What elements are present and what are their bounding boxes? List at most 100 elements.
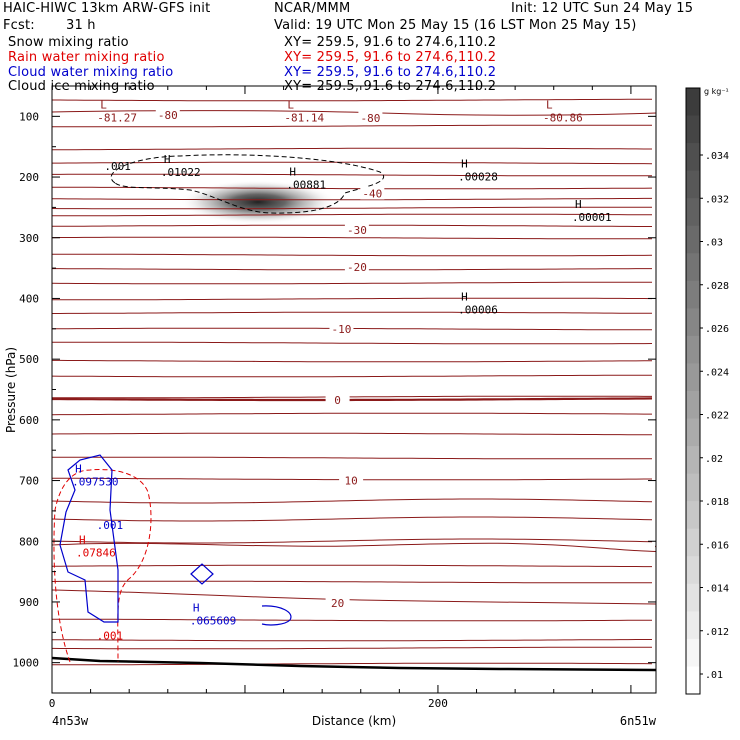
- y-tick-label: 100: [19, 110, 39, 123]
- colorbar-swatch: [686, 418, 700, 447]
- extremum-value: .00006: [458, 303, 498, 316]
- field-label-rain: Rain water mixing ratio: [8, 50, 165, 65]
- extremum-value: -80.86: [543, 112, 583, 125]
- colorbar-swatch: [686, 335, 700, 364]
- colorbar-tick-label: .024: [705, 367, 729, 378]
- colorbar-frame: [685, 87, 701, 695]
- temperature-contour-line: [52, 197, 652, 201]
- temperature-contour-line: [52, 395, 652, 399]
- colorbar-swatch: [686, 473, 700, 502]
- extremum-value: .00001: [572, 211, 612, 224]
- colorbar-tick-label: .028: [705, 281, 729, 292]
- colorbar-unit: g kg⁻¹: [704, 87, 729, 96]
- temperature-contour-line: [52, 281, 652, 285]
- colorbar-swatch: [686, 638, 700, 667]
- temperature-contour-line: [52, 639, 652, 642]
- header-fcst-label: Fcst:: [3, 18, 35, 33]
- terrain-line: [52, 656, 656, 672]
- x-endpoint-right: 6n51w: [620, 714, 657, 728]
- temperature-contour-line: [52, 542, 656, 552]
- colorbar-swatch: [686, 666, 700, 695]
- colorbar-swatch: [686, 170, 700, 199]
- x-tick-label: 0: [49, 697, 56, 710]
- temperature-contour-line: [52, 147, 652, 151]
- temperature-contour-label: -30: [347, 224, 367, 237]
- temperature-contour-line: [52, 516, 653, 522]
- extremum-marker: L: [100, 99, 107, 112]
- contour-value-label: .001: [104, 160, 131, 173]
- colorbar-tick-label: .022: [705, 411, 729, 422]
- colorbar-tick-label: .018: [705, 497, 729, 508]
- colorbar-tick-label: .032: [705, 194, 729, 205]
- extremum-marker: H: [164, 153, 171, 166]
- contour-label-bg: [155, 108, 180, 122]
- header-title: HAIC-HIWC 13km ARW-GFS init: [3, 1, 211, 16]
- contour-label-bg: [325, 392, 350, 406]
- colorbar-swatch: [686, 583, 700, 612]
- temperature-contour-line: [52, 618, 653, 622]
- temperature-contour-line: [52, 432, 652, 436]
- contour-label-bg: [360, 186, 385, 200]
- y-tick-label: 500: [19, 353, 39, 366]
- colorbar-swatch: [686, 115, 700, 144]
- extremum-marker: H: [461, 290, 468, 303]
- extremum-value: .07846: [76, 547, 116, 560]
- temperature-contour-line: [52, 124, 652, 128]
- contour-label-bg: [325, 596, 350, 610]
- temperature-contour-label: 20: [331, 597, 344, 610]
- temperature-contour-line: [52, 161, 653, 165]
- contour-value-label: .001: [97, 630, 124, 643]
- cloud-water-contour: [261, 605, 292, 626]
- colorbar-swatch: [686, 501, 700, 530]
- temperature-contour-line: [52, 412, 652, 416]
- extremum-marker: H: [461, 157, 468, 170]
- field-xy-cloud-water: XY= 259.5, 91.6 to 274.6,110.2: [284, 65, 497, 80]
- header-init: Init: 12 UTC Sun 24 May 15: [511, 1, 694, 16]
- snow-shading-blob: [180, 180, 336, 224]
- header-valid: Valid: 19 UTC Mon 25 May 15 (16 LST Mon …: [274, 18, 637, 33]
- colorbar-swatch: [686, 556, 700, 585]
- contour-label-bg: [344, 259, 369, 273]
- contour-label-bg: [339, 473, 364, 487]
- colorbar-swatch: [686, 253, 700, 282]
- rain-contour: [53, 469, 152, 663]
- extremum-value: .065609: [190, 615, 236, 628]
- extremum-marker: H: [75, 463, 82, 476]
- x-tick-label: 200: [428, 697, 448, 710]
- field-xy-snow: XY= 259.5, 91.6 to 274.6,110.2: [284, 35, 497, 50]
- colorbar-swatch: [686, 143, 700, 172]
- extremum-marker: L: [546, 99, 553, 112]
- temperature-contour-label: -10: [332, 323, 352, 336]
- field-label-snow: Snow mixing ratio: [8, 35, 129, 50]
- temperature-contour-label: 10: [344, 475, 357, 488]
- temperature-contour-label: -40: [362, 187, 382, 200]
- temperature-contour-line: [52, 297, 653, 301]
- colorbar-tick-label: .026: [705, 324, 729, 335]
- temperature-contour-line: [52, 646, 652, 650]
- colorbar-tick-label: .016: [705, 540, 729, 551]
- colorbar-swatch: [686, 446, 700, 475]
- temperature-contour-line: [52, 213, 653, 217]
- colorbar-swatch: [686, 611, 700, 640]
- y-tick-label: 900: [19, 596, 39, 609]
- temperature-contour-line: [52, 564, 652, 568]
- temperature-contour-line: [52, 538, 653, 544]
- plot-frame: [51, 85, 657, 694]
- colorbar-tick-label: .034: [705, 151, 729, 162]
- colorbar-tick-label: .01: [705, 670, 723, 681]
- extremum-value: .01022: [161, 166, 201, 179]
- y-axis-label: Pressure (hPa): [4, 347, 18, 433]
- cloud-water-contour: [59, 454, 119, 623]
- contour-value-label: .001: [97, 519, 124, 532]
- field-xy-cloud-ice: XY= 259.5, 91.6 to 274.6,110.2: [284, 79, 497, 94]
- temperature-contour-line: [52, 374, 652, 378]
- temperature-contour-line: [52, 498, 653, 504]
- y-tick-label: 200: [19, 171, 39, 184]
- temperature-contour-label: 0: [334, 394, 341, 407]
- extremum-marker: L: [287, 99, 294, 112]
- extremum-marker: H: [289, 165, 296, 178]
- colorbar-swatch: [686, 391, 700, 420]
- field-label-cloud-ice: Cloud ice mixing ratio: [8, 79, 155, 94]
- field-xy-rain: XY= 259.5, 91.6 to 274.6,110.2: [284, 50, 497, 65]
- colorbar-tick-label: .03: [705, 238, 723, 249]
